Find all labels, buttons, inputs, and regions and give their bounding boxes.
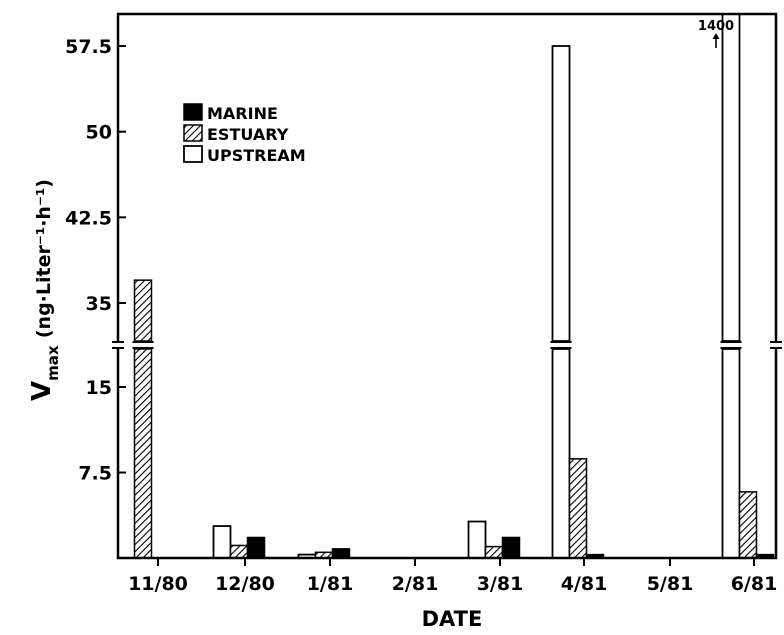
x-axis-title: DATE: [422, 607, 483, 631]
annotation-arrow-head-icon: [712, 33, 720, 39]
y-axis-title-main: V: [27, 381, 57, 401]
legend-label-estuary: ESTUARY: [207, 125, 289, 144]
y-tick-label-35: 35: [86, 293, 112, 315]
bar-estuary-6-81: [738, 491, 758, 559]
bars-group: [132, 13, 775, 559]
x-tick-label-5-81: 5/81: [647, 573, 694, 595]
bar-estuary-4-81: [568, 458, 588, 559]
annotation-1400-label: 1400: [698, 19, 734, 34]
bar-estuary-12-80: [229, 544, 249, 559]
x-tick-label-6-81: 6/81: [731, 573, 778, 595]
x-ticks-group: 11/80 12/80 1/81 2/81 3/81 4/81 5/81 6/81: [128, 558, 777, 595]
bar-upstream-6-81: [721, 348, 741, 559]
x-tick-label-3-81: 3/81: [477, 573, 524, 595]
y-ticks-group: 7.5 15 35 42.5 50 57.5: [65, 36, 126, 485]
plot-frame-top: [116, 12, 778, 341]
bar-upstream-12-80: [212, 525, 232, 559]
x-tick-label-1-81: 1/81: [307, 573, 354, 595]
y-tick-label-57-5: 57.5: [65, 36, 112, 58]
legend: MARINE ESTUARY UPSTREAM: [183, 103, 306, 165]
legend-swatch-marine: [183, 103, 203, 121]
legend-label-marine: MARINE: [207, 104, 278, 123]
y-axis-title-units: (ng·Liter⁻¹·h⁻¹): [33, 179, 55, 338]
y-tick-label-42-5: 42.5: [65, 207, 112, 229]
bar-upstream-4-81-upper: [551, 45, 571, 342]
bar-estuary-3-81: [484, 545, 504, 559]
bar-marine-12-80: [246, 536, 266, 559]
off-scale-annotation: 1400: [698, 19, 734, 48]
legend-label-upstream: UPSTREAM: [207, 146, 306, 165]
bar-upstream-6-81-upper: [721, 13, 741, 342]
y-tick-label-15: 15: [86, 377, 112, 399]
bar-upstream-3-81: [467, 520, 487, 559]
y-tick-label-50: 50: [86, 122, 112, 144]
y-axis-title: Vmax (ng·Liter⁻¹·h⁻¹): [27, 179, 62, 401]
y-axis-title-sub: max: [44, 345, 62, 381]
x-tick-label-12-80: 12/80: [215, 573, 275, 595]
plot-frame-bottom: [116, 349, 778, 560]
x-tick-label-2-81: 2/81: [392, 573, 439, 595]
y-axis-title-spacer: [31, 338, 55, 345]
bar-upstream-4-81: [551, 348, 571, 559]
bar-estuary-11-80-upper: [133, 279, 153, 342]
bar-marine-1-81: [331, 548, 351, 559]
legend-swatch-upstream: [183, 145, 203, 163]
axes-group: [112, 12, 782, 560]
x-tick-label-11-80: 11/80: [128, 573, 188, 595]
x-tick-label-4-81: 4/81: [561, 573, 608, 595]
y-tick-label-7-5: 7.5: [78, 463, 112, 485]
bar-estuary-11-80: [133, 348, 153, 559]
bar-marine-3-81: [501, 536, 521, 559]
legend-swatch-estuary: [183, 124, 203, 142]
